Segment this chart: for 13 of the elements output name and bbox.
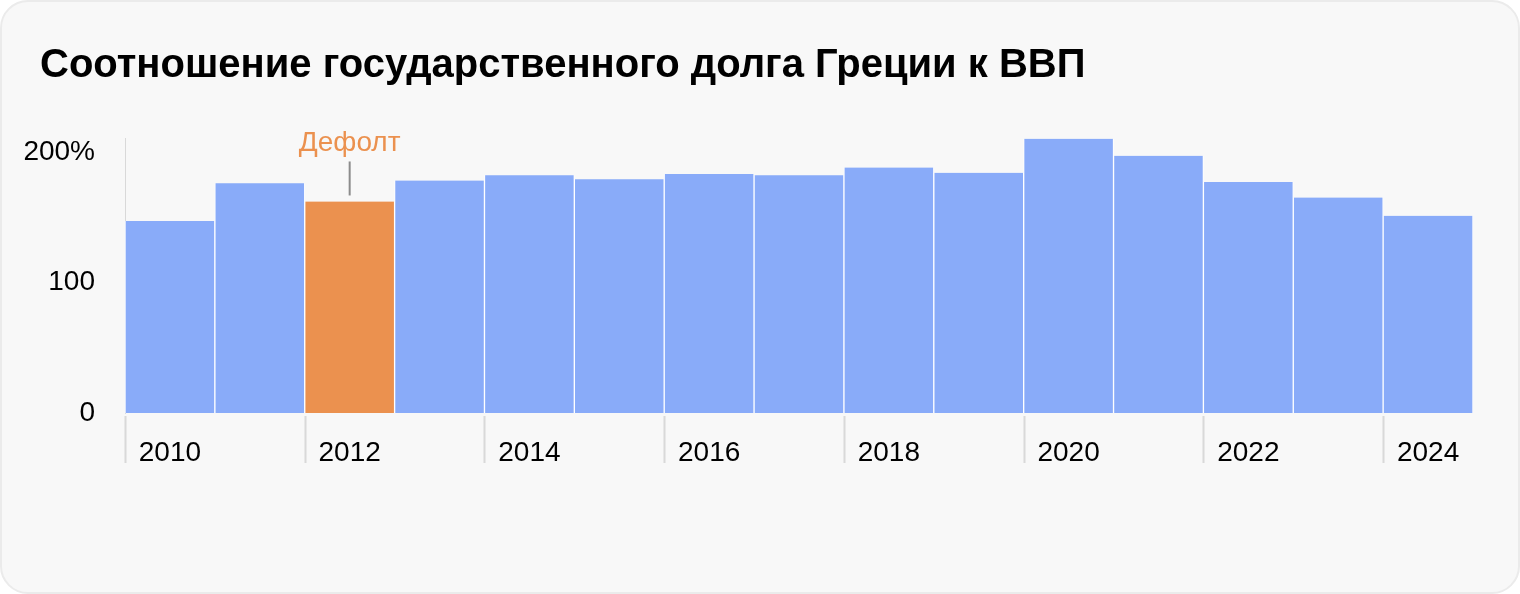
- y-tick-label: 100: [48, 265, 95, 297]
- chart-title: Соотношение государственного долга Греции к ВВП: [40, 40, 1086, 87]
- x-tick-label: 2020: [1037, 435, 1100, 467]
- x-tick-label: 2018: [857, 435, 921, 467]
- x-tick-label: 2012: [318, 435, 381, 467]
- x-tick-label: 2022: [1217, 435, 1280, 467]
- y-tick-label: 0: [79, 395, 95, 427]
- x-tick-label: 2024: [1396, 435, 1460, 467]
- x-tick-label: 2010: [138, 435, 202, 467]
- y-tick-label: 200%: [23, 134, 95, 166]
- annotation: Дефолт: [298, 126, 401, 158]
- x-tick-label: 2016: [677, 435, 741, 467]
- x-tick-label: 2014: [498, 435, 561, 467]
